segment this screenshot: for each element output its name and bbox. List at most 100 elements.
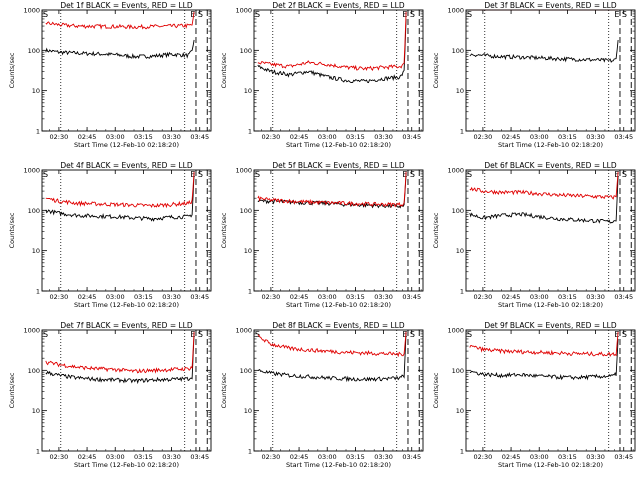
y-tick-label: 1000 <box>23 167 40 175</box>
x-tick-label: 03:15 <box>346 293 365 301</box>
x-tick-label: 03:15 <box>134 293 153 301</box>
x-tick-label: 03:15 <box>346 453 365 461</box>
y-tick-label: 1 <box>248 448 252 456</box>
y-tick-label: 100 <box>28 47 40 55</box>
x-tick-label: 02:30 <box>50 293 69 301</box>
x-tick-label: 03:45 <box>402 293 421 301</box>
x-tick-label: 02:45 <box>290 453 309 461</box>
y-axis-label: Counts/sec <box>8 372 16 408</box>
marker-label: E <box>614 10 619 19</box>
x-axis-label: Start Time (12-Feb-10 02:18:20) <box>286 141 391 149</box>
x-axis-label: Start Time (12-Feb-10 02:18:20) <box>286 301 391 309</box>
y-tick-label: 1 <box>36 288 40 296</box>
x-tick-label: 03:00 <box>530 453 549 461</box>
marker-label: S <box>410 330 415 339</box>
x-tick-label: 03:45 <box>614 133 633 141</box>
x-tick-label: 03:30 <box>586 453 605 461</box>
plot-frame <box>253 169 424 292</box>
x-tick-label: 03:30 <box>162 453 181 461</box>
y-tick-label: 10 <box>456 87 464 95</box>
x-tick-label: 03:00 <box>318 453 337 461</box>
marker-label: E <box>402 170 407 179</box>
x-tick-label: 03:15 <box>558 453 577 461</box>
marker-label: E <box>190 10 195 19</box>
y-tick-label: 1 <box>248 288 252 296</box>
series-line-2 <box>45 331 195 374</box>
marker-label: S <box>198 10 203 19</box>
x-tick-label: 02:30 <box>474 133 493 141</box>
marker-label: S <box>410 170 415 179</box>
series-line-1 <box>469 176 619 224</box>
x-axis-label: Start Time (12-Feb-10 02:18:20) <box>498 301 603 309</box>
y-tick-label: 10 <box>244 87 252 95</box>
x-tick-label: 03:00 <box>106 133 125 141</box>
y-tick-label: 10 <box>456 247 464 255</box>
marker-label: S <box>255 170 260 179</box>
y-tick-label: 1 <box>460 128 464 136</box>
series-line-2 <box>257 171 407 208</box>
plot-frame <box>41 329 212 452</box>
series-line-1 <box>469 338 619 381</box>
x-tick-label: 03:15 <box>346 133 365 141</box>
y-tick-label: 100 <box>28 207 40 215</box>
marker-label: E <box>402 10 407 19</box>
y-tick-label: 10 <box>244 247 252 255</box>
x-tick-label: 03:00 <box>530 133 549 141</box>
x-axis-label: Start Time (12-Feb-10 02:18:20) <box>74 141 179 149</box>
marker-label: S <box>198 330 203 339</box>
chart-title: Det 8f BLACK = Events, RED = LLD <box>272 321 405 330</box>
x-tick-label: 03:45 <box>614 293 633 301</box>
x-tick-label: 03:00 <box>106 453 125 461</box>
series-line-2 <box>45 171 195 209</box>
x-tick-label: 03:30 <box>374 453 393 461</box>
x-tick-label: 02:30 <box>262 293 281 301</box>
y-axis-label: Counts/sec <box>220 212 228 248</box>
y-tick-label: 10 <box>244 407 252 415</box>
series-line-2 <box>257 331 407 358</box>
x-tick-label: 02:45 <box>290 293 309 301</box>
chart-title: Det 2f BLACK = Events, RED = LLD <box>272 1 405 10</box>
marker-label: S <box>622 330 627 339</box>
x-tick-label: 02:45 <box>502 293 521 301</box>
chart-panel-1: Det 1f BLACK = Events, RED = LLD Counts/s… <box>8 1 212 149</box>
x-axis-label: Start Time (12-Feb-10 02:18:20) <box>74 301 179 309</box>
x-tick-label: 02:30 <box>50 453 69 461</box>
y-tick-label: 1 <box>460 448 464 456</box>
y-tick-label: 1000 <box>447 7 464 15</box>
x-tick-label: 03:30 <box>162 293 181 301</box>
marker-label: S <box>467 170 472 179</box>
y-tick-label: 1000 <box>235 167 252 175</box>
y-tick-label: 10 <box>32 87 40 95</box>
chart-panel-8: Det 8f BLACK = Events, RED = LLD Counts/s… <box>220 321 424 469</box>
y-tick-label: 1000 <box>23 327 40 335</box>
x-tick-label: 03:30 <box>162 133 181 141</box>
chart-title: Det 3f BLACK = Events, RED = LLD <box>484 1 617 10</box>
chart-panel-6: Det 6f BLACK = Events, RED = LLD Counts/s… <box>432 161 636 309</box>
x-axis-label: Start Time (12-Feb-10 02:18:20) <box>286 461 391 469</box>
y-tick-label: 100 <box>240 367 252 375</box>
x-tick-label: 03:00 <box>318 293 337 301</box>
series-line-1 <box>257 173 407 209</box>
plot-frame <box>465 169 636 292</box>
x-tick-label: 03:00 <box>318 133 337 141</box>
marker-label: E <box>614 330 619 339</box>
y-axis-label: Counts/sec <box>8 52 16 88</box>
x-axis-label: Start Time (12-Feb-10 02:18:20) <box>74 461 179 469</box>
marker-label: S <box>622 170 627 179</box>
y-tick-label: 100 <box>452 207 464 215</box>
y-tick-label: 10 <box>32 247 40 255</box>
plot-frame <box>465 9 636 132</box>
marker-label: E <box>190 330 195 339</box>
marker-label: S <box>255 330 260 339</box>
series-line-1 <box>45 39 195 60</box>
marker-label: S <box>622 10 627 19</box>
plot-frame <box>253 9 424 132</box>
series-line-1 <box>45 173 195 222</box>
y-axis-label: Counts/sec <box>432 372 440 408</box>
chart-panel-9: Det 9f BLACK = Events, RED = LLD Counts/s… <box>432 321 636 469</box>
x-axis-label: Start Time (12-Feb-10 02:18:20) <box>498 141 603 149</box>
x-tick-label: 03:15 <box>558 293 577 301</box>
chart-title: Det 9f BLACK = Events, RED = LLD <box>484 321 617 330</box>
